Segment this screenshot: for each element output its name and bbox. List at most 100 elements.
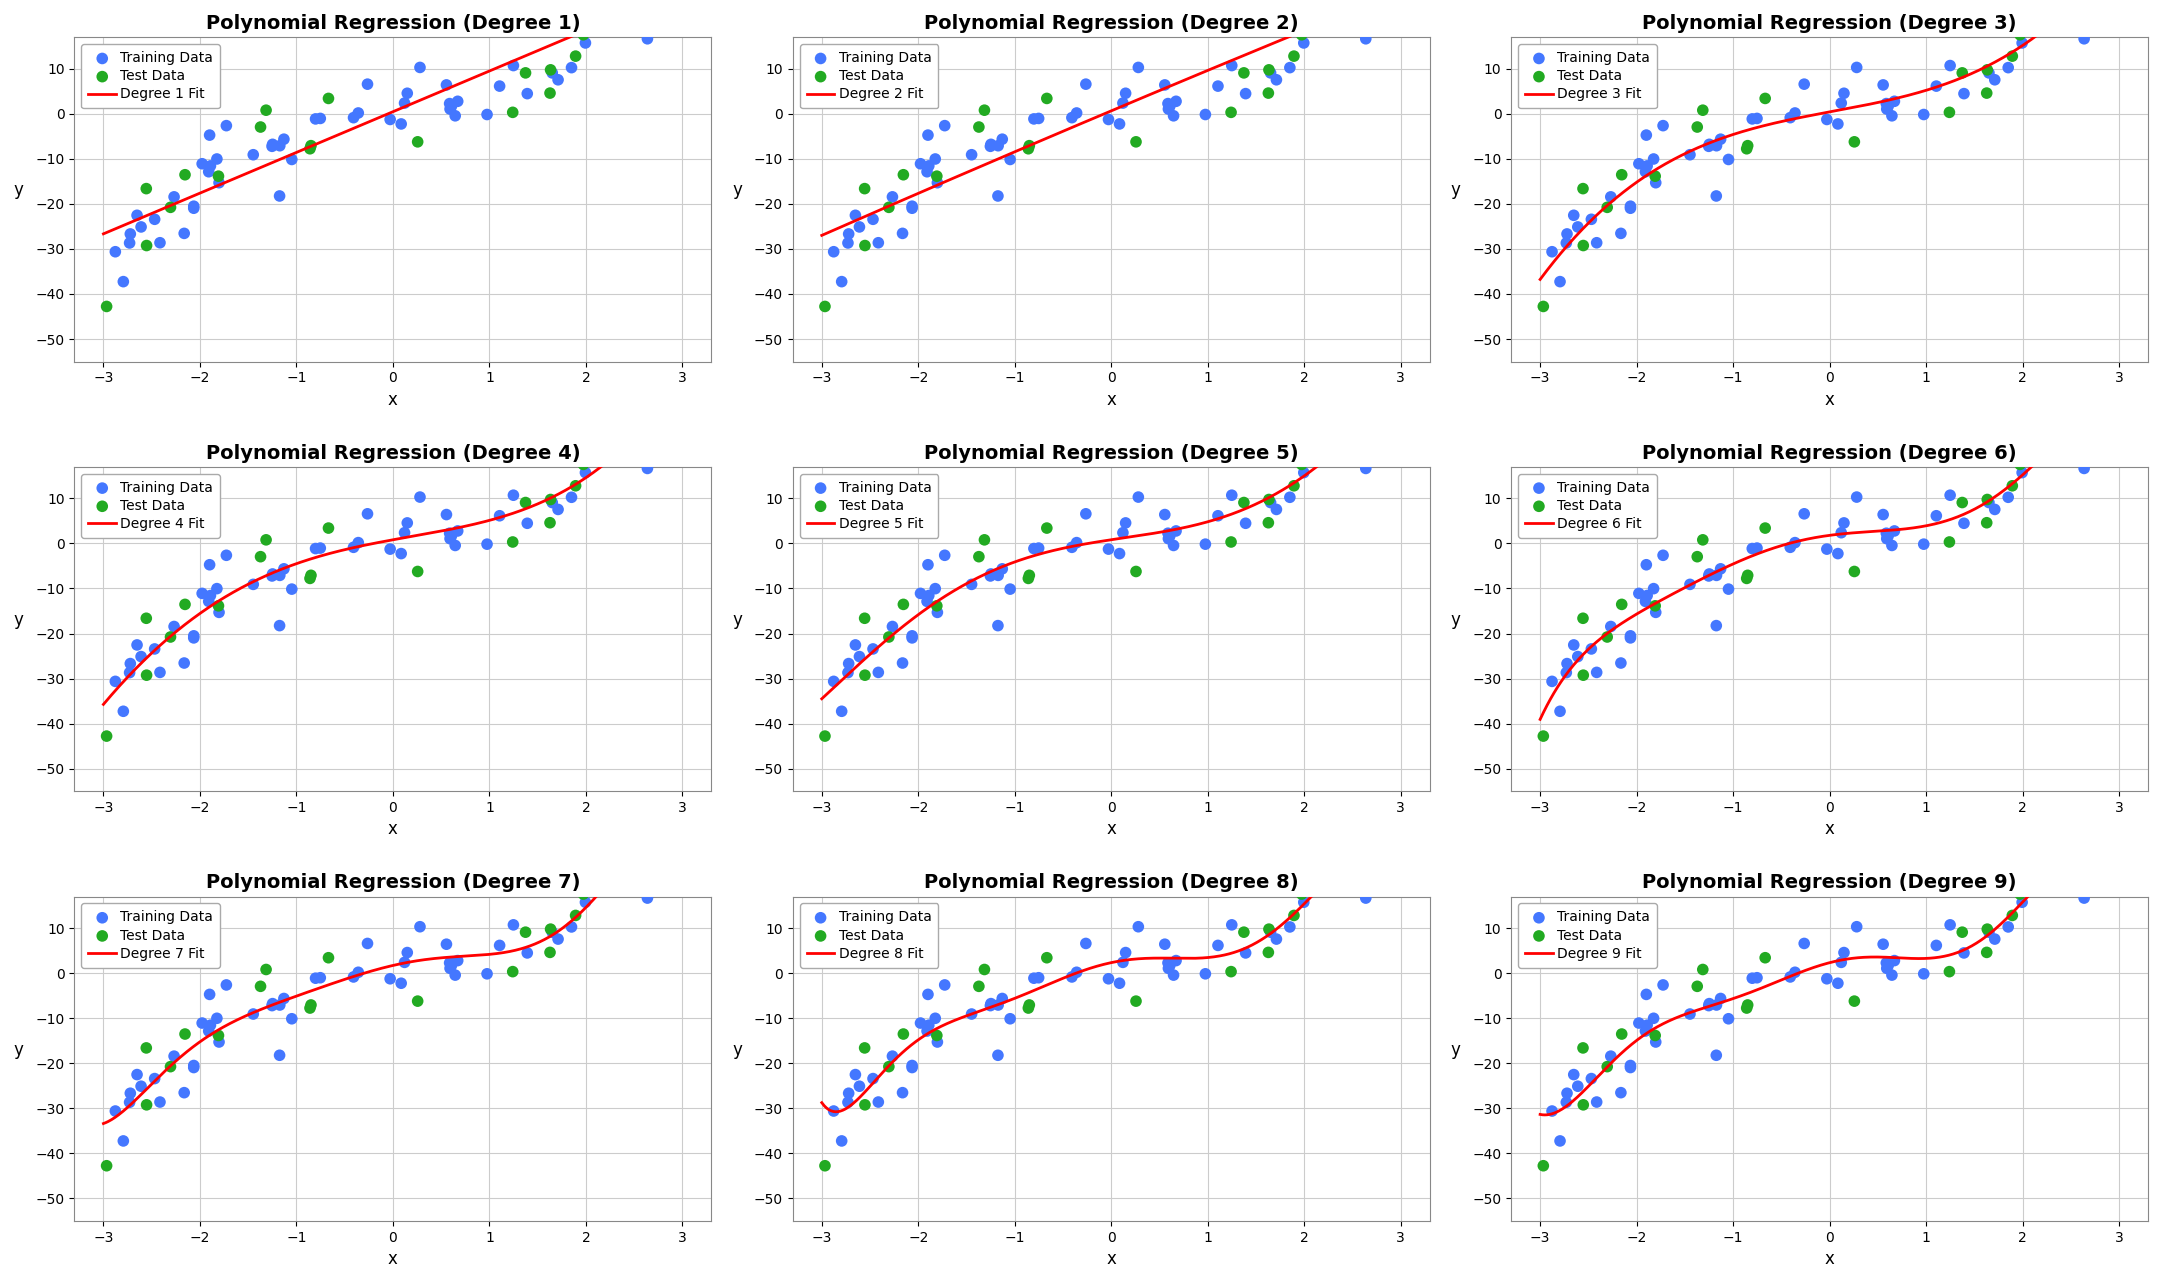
- Training Data: [435, 526, 469, 546]
- Training Data: [510, 513, 545, 533]
- Training Data: [876, 1046, 910, 1067]
- Training Data: [2050, 442, 2084, 463]
- Test Data: [201, 596, 236, 617]
- Training Data: [921, 603, 956, 623]
- Line: Degree 2 Fit: Degree 2 Fit: [822, 14, 1401, 236]
- Test Data: [1970, 83, 2004, 104]
- Training Data: [439, 965, 473, 986]
- Training Data: [1825, 92, 1859, 113]
- Training Data: [1613, 1055, 1647, 1076]
- Training Data: [1159, 91, 1193, 112]
- Training Data: [1870, 96, 1905, 117]
- Test Data: [558, 905, 592, 926]
- Test Data: [848, 608, 882, 628]
- Training Data: [982, 186, 1016, 206]
- Training Data: [2082, 0, 2117, 4]
- Training Data: [97, 1101, 132, 1122]
- Test Data: [532, 942, 566, 963]
- Training Data: [1874, 965, 1909, 986]
- Training Data: [1978, 499, 2013, 519]
- Training Data: [2050, 13, 2084, 33]
- Degree 4 Fit: [370, 535, 396, 550]
- Training Data: [236, 574, 270, 595]
- Training Data: [1020, 968, 1055, 988]
- Training Data: [895, 1058, 930, 1078]
- Y-axis label: y: y: [13, 612, 24, 629]
- Training Data: [1332, 13, 1366, 33]
- Training Data: [1972, 492, 2006, 513]
- Training Data: [1866, 935, 1900, 955]
- Degree 7 Fit: [603, 867, 629, 882]
- Test Data: [1029, 88, 1064, 109]
- Training Data: [1920, 76, 1954, 96]
- Training Data: [1148, 74, 1183, 95]
- Training Data: [350, 74, 385, 95]
- Training Data: [649, 838, 683, 859]
- Y-axis label: y: y: [733, 181, 742, 200]
- Training Data: [1306, 426, 1340, 446]
- Training Data: [1215, 485, 1250, 505]
- Test Data: [848, 236, 882, 256]
- Test Data: [657, 824, 692, 845]
- Test Data: [249, 959, 283, 979]
- Training Data: [1920, 505, 1954, 526]
- Training Data: [830, 233, 865, 254]
- Training Data: [1323, 13, 1358, 33]
- Training Data: [895, 1055, 930, 1076]
- Test Data: [1012, 568, 1046, 588]
- Test Data: [551, 863, 586, 883]
- Test Data: [886, 1024, 921, 1045]
- Training Data: [895, 628, 930, 649]
- Training Data: [495, 55, 530, 76]
- Training Data: [432, 958, 467, 978]
- Degree 3 Fit: [2002, 42, 2028, 58]
- Test Data: [1284, 24, 1319, 45]
- Test Data: [919, 596, 953, 617]
- Training Data: [199, 149, 233, 169]
- Training Data: [1628, 1020, 1663, 1041]
- Test Data: [809, 1155, 843, 1176]
- Training Data: [912, 1015, 947, 1036]
- Test Data: [1375, 394, 1410, 414]
- Training Data: [1637, 1008, 1671, 1028]
- Test Data: [1996, 476, 2030, 496]
- Training Data: [201, 1032, 236, 1053]
- Training Data: [1991, 487, 2026, 508]
- Training Data: [1544, 701, 1578, 722]
- Training Data: [441, 520, 476, 541]
- Training Data: [177, 628, 212, 649]
- X-axis label: x: x: [1825, 1250, 1836, 1268]
- Degree 6 Fit: [1805, 529, 1831, 545]
- Training Data: [1105, 523, 1139, 544]
- Test Data: [508, 63, 543, 83]
- Training Data: [2067, 888, 2101, 909]
- Test Data: [871, 197, 906, 218]
- Training Data: [1228, 513, 1263, 533]
- Y-axis label: y: y: [1451, 1041, 1462, 1059]
- Training Data: [824, 1131, 858, 1151]
- Test Data: [1838, 991, 1872, 1011]
- Training Data: [255, 995, 290, 1015]
- Training Data: [192, 124, 227, 145]
- Training Data: [992, 1009, 1027, 1029]
- Training Data: [644, 413, 679, 433]
- Test Data: [292, 997, 326, 1018]
- Training Data: [2024, 426, 2058, 446]
- Test Data: [1680, 976, 1714, 996]
- Degree 2 Fit: [1284, 26, 1310, 41]
- Training Data: [2041, 872, 2076, 892]
- Training Data: [2084, 818, 2119, 838]
- Test Data: [962, 546, 997, 567]
- Training Data: [1349, 458, 1384, 478]
- Training Data: [1907, 964, 1941, 985]
- Training Data: [1870, 99, 1905, 119]
- X-axis label: x: x: [1107, 391, 1116, 409]
- Legend: Training Data, Test Data, Degree 5 Fit: Training Data, Test Data, Degree 5 Fit: [800, 474, 938, 538]
- Line: Degree 1 Fit: Degree 1 Fit: [104, 14, 683, 233]
- Training Data: [428, 935, 463, 955]
- Training Data: [255, 564, 290, 585]
- Test Data: [1029, 947, 1064, 968]
- Degree 3 Fit: [1803, 106, 1829, 122]
- Training Data: [2024, 0, 2058, 17]
- Training Data: [1604, 1082, 1639, 1103]
